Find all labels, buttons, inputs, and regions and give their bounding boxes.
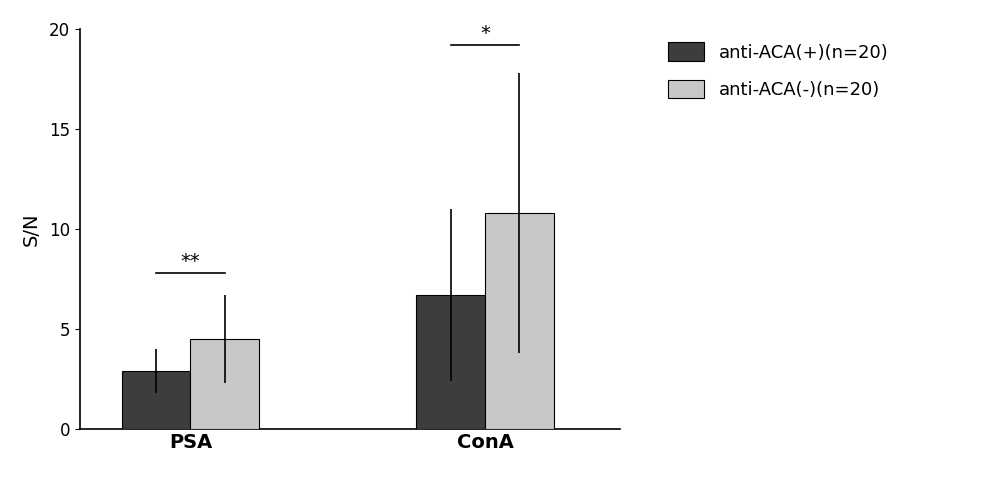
Bar <box>485 213 554 429</box>
Bar <box>190 339 259 429</box>
Bar <box>416 295 485 429</box>
Text: **: ** <box>181 252 200 271</box>
Y-axis label: S/N: S/N <box>22 212 41 245</box>
Text: *: * <box>480 24 490 43</box>
Legend: anti-ACA(+)(n=20), anti-ACA(-)(n=20): anti-ACA(+)(n=20), anti-ACA(-)(n=20) <box>659 34 897 108</box>
Bar <box>122 371 190 429</box>
